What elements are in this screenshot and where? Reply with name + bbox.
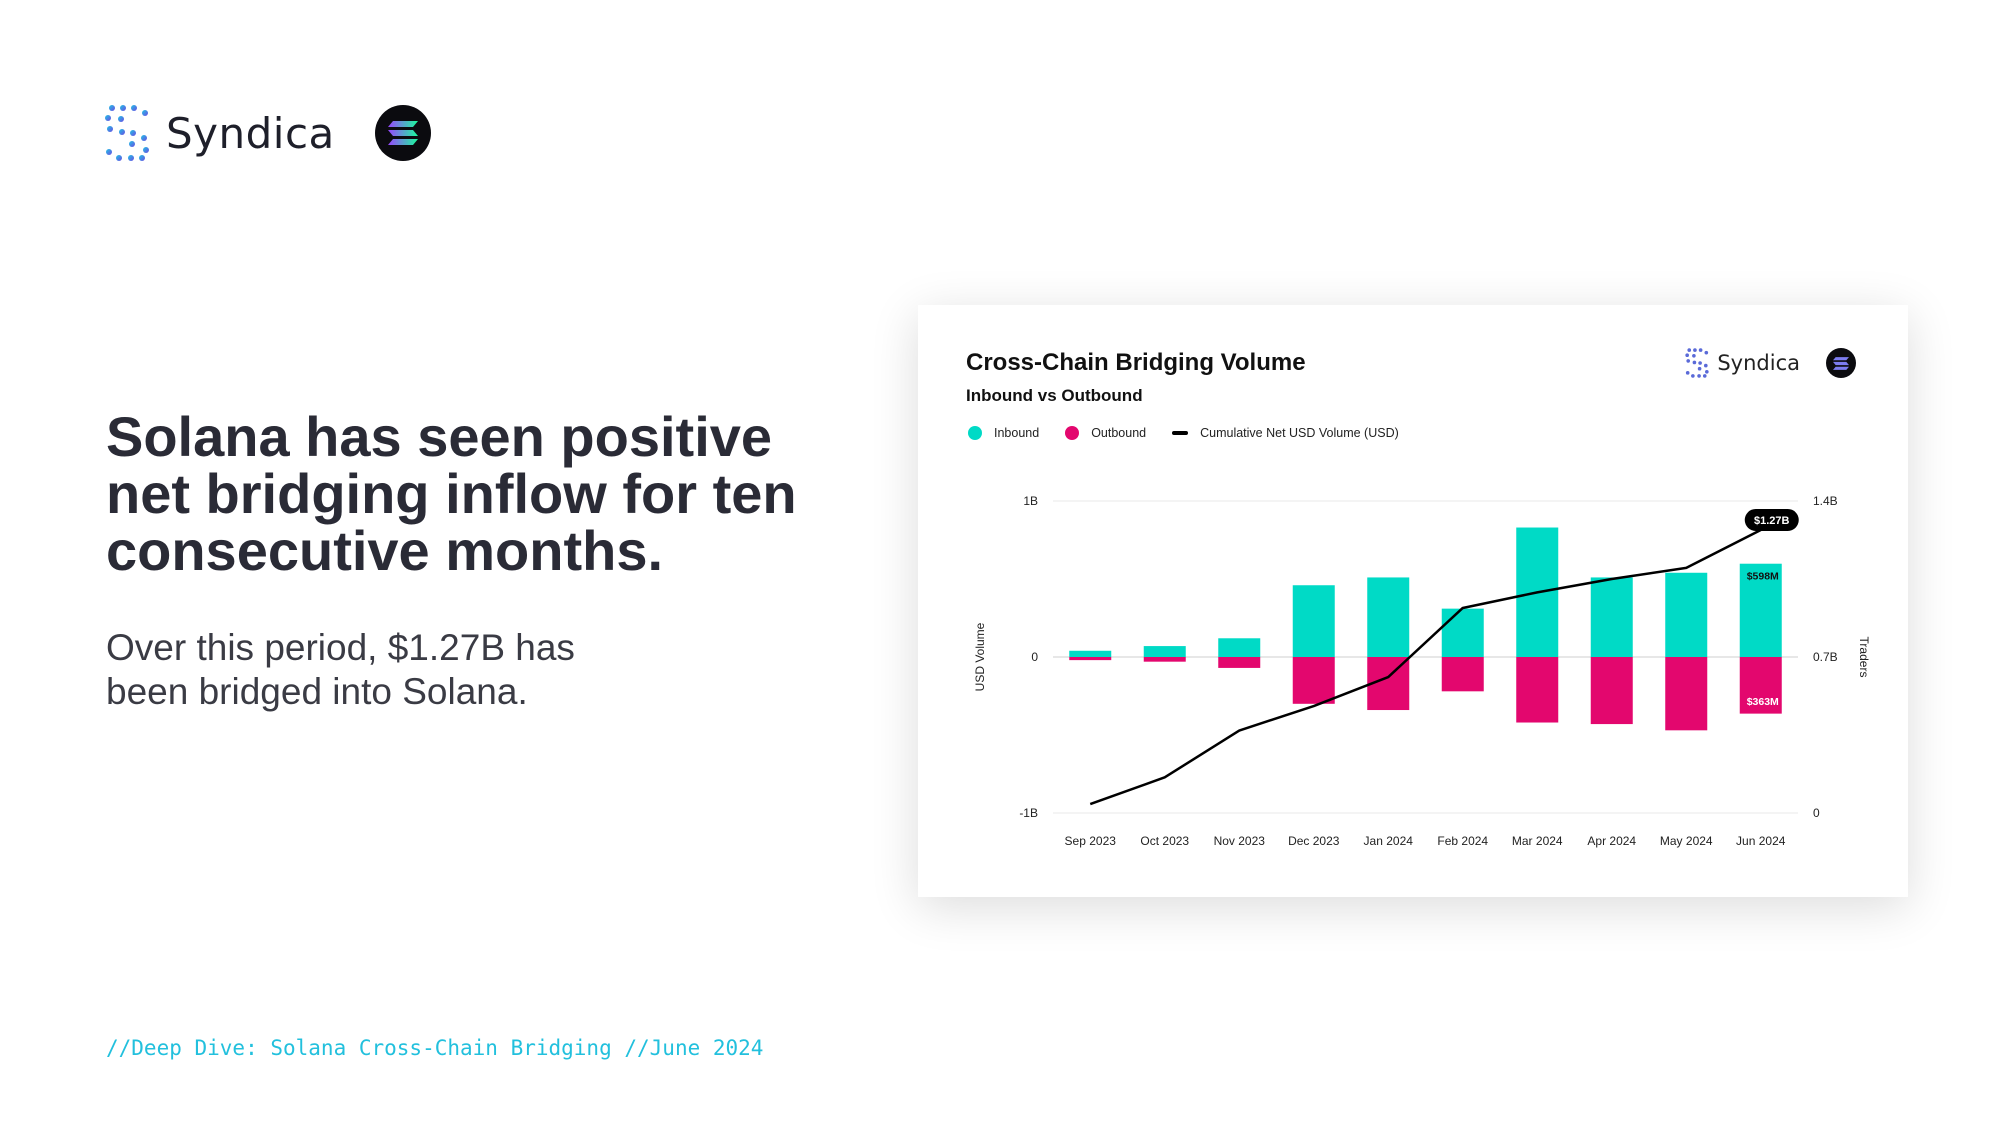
bar-inbound — [1739, 563, 1782, 657]
bar-inbound — [1143, 646, 1186, 657]
x-tick-label: Dec 2023 — [1288, 834, 1340, 848]
syndica-dots-icon — [105, 105, 149, 161]
bar-inbound — [1590, 577, 1633, 657]
legend-item-outbound: Outbound — [1065, 426, 1146, 440]
chart-card: Cross-Chain Bridging Volume Inbound vs O… — [918, 305, 1908, 897]
footer-caption: //Deep Dive: Solana Cross-Chain Bridging… — [106, 1036, 764, 1060]
x-tick-label: Jun 2024 — [1736, 834, 1786, 848]
subtext: Over this period, $1.27B has been bridge… — [106, 627, 575, 712]
x-tick-label: May 2024 — [1660, 834, 1713, 848]
bar-inbound — [1665, 572, 1708, 657]
left-axis-title: USD Volume — [973, 622, 987, 691]
data-label-bg — [1744, 508, 1799, 531]
x-tick-label: Oct 2023 — [1140, 834, 1189, 848]
data-label: $598M — [1747, 571, 1779, 583]
right-axis-title: Traders — [1857, 637, 1871, 678]
bar-outbound — [1590, 657, 1633, 725]
x-tick-label: Apr 2024 — [1587, 834, 1636, 848]
legend-label-outbound: Outbound — [1091, 426, 1147, 440]
bar-outbound — [1143, 657, 1186, 662]
right-tick-label: 1.4B — [1813, 494, 1838, 508]
left-tick-label: 0 — [1031, 650, 1038, 664]
syndica-dots-icon — [1685, 348, 1709, 378]
solana-icon — [1826, 348, 1856, 378]
bar-outbound — [1516, 657, 1559, 723]
x-tick-label: Mar 2024 — [1512, 834, 1563, 848]
bar-outbound — [1218, 657, 1261, 668]
legend-item-inbound: Inbound — [968, 426, 1039, 440]
brand-logo: Syndica — [104, 104, 431, 162]
bar-outbound — [1441, 657, 1484, 692]
left-tick-label: -1B — [1019, 806, 1038, 820]
bar-inbound — [1218, 638, 1261, 657]
bar-outbound — [1292, 657, 1335, 704]
headline: Solana has seen positive net bridging in… — [106, 405, 797, 582]
data-label: $1.27B — [1754, 515, 1790, 527]
bar-inbound — [1367, 577, 1410, 657]
right-tick-label: 0 — [1813, 806, 1820, 820]
bar-outbound — [1665, 657, 1708, 731]
legend-swatch-inbound — [968, 426, 982, 440]
chart-brand-name: Syndica — [1717, 351, 1800, 375]
chart-plot: 1B 0 -1B 1.4B 0.7B 0 USD Volume Traders Sep 2023… — [973, 494, 1871, 848]
bar-outbound — [1069, 657, 1112, 661]
solana-icon — [374, 105, 431, 161]
data-label: $363M — [1747, 696, 1779, 708]
bar-inbound — [1069, 650, 1112, 657]
left-tick-label: 1B — [1023, 494, 1038, 508]
legend-swatch-cumulative — [1172, 431, 1189, 435]
x-tick-label: Feb 2024 — [1437, 834, 1488, 848]
series-line-cumulative — [1089, 528, 1762, 806]
x-tick-label: Jan 2024 — [1364, 834, 1414, 848]
chart-brand: Syndica — [1685, 348, 1856, 378]
chart-title: Cross-Chain Bridging Volume — [966, 349, 1306, 376]
bar-inbound — [1292, 585, 1335, 657]
legend-swatch-outbound — [1065, 426, 1080, 440]
bar-outbound — [1739, 657, 1782, 714]
x-tick-label: Sep 2023 — [1065, 834, 1117, 848]
x-tick-label: Nov 2023 — [1214, 834, 1266, 848]
chart-legend: Inbound Outbound Cumulative Net USD Volu… — [968, 426, 1425, 440]
legend-label-inbound: Inbound — [994, 426, 1040, 440]
brand-name: Syndica — [166, 108, 335, 158]
chart-subtitle: Inbound vs Outbound — [966, 386, 1143, 405]
legend-item-cumulative: Cumulative Net USD Volume (USD) — [1172, 426, 1399, 440]
bar-inbound — [1441, 608, 1484, 657]
right-tick-label: 0.7B — [1813, 650, 1838, 664]
legend-label-cumulative: Cumulative Net USD Volume (USD) — [1200, 426, 1399, 440]
